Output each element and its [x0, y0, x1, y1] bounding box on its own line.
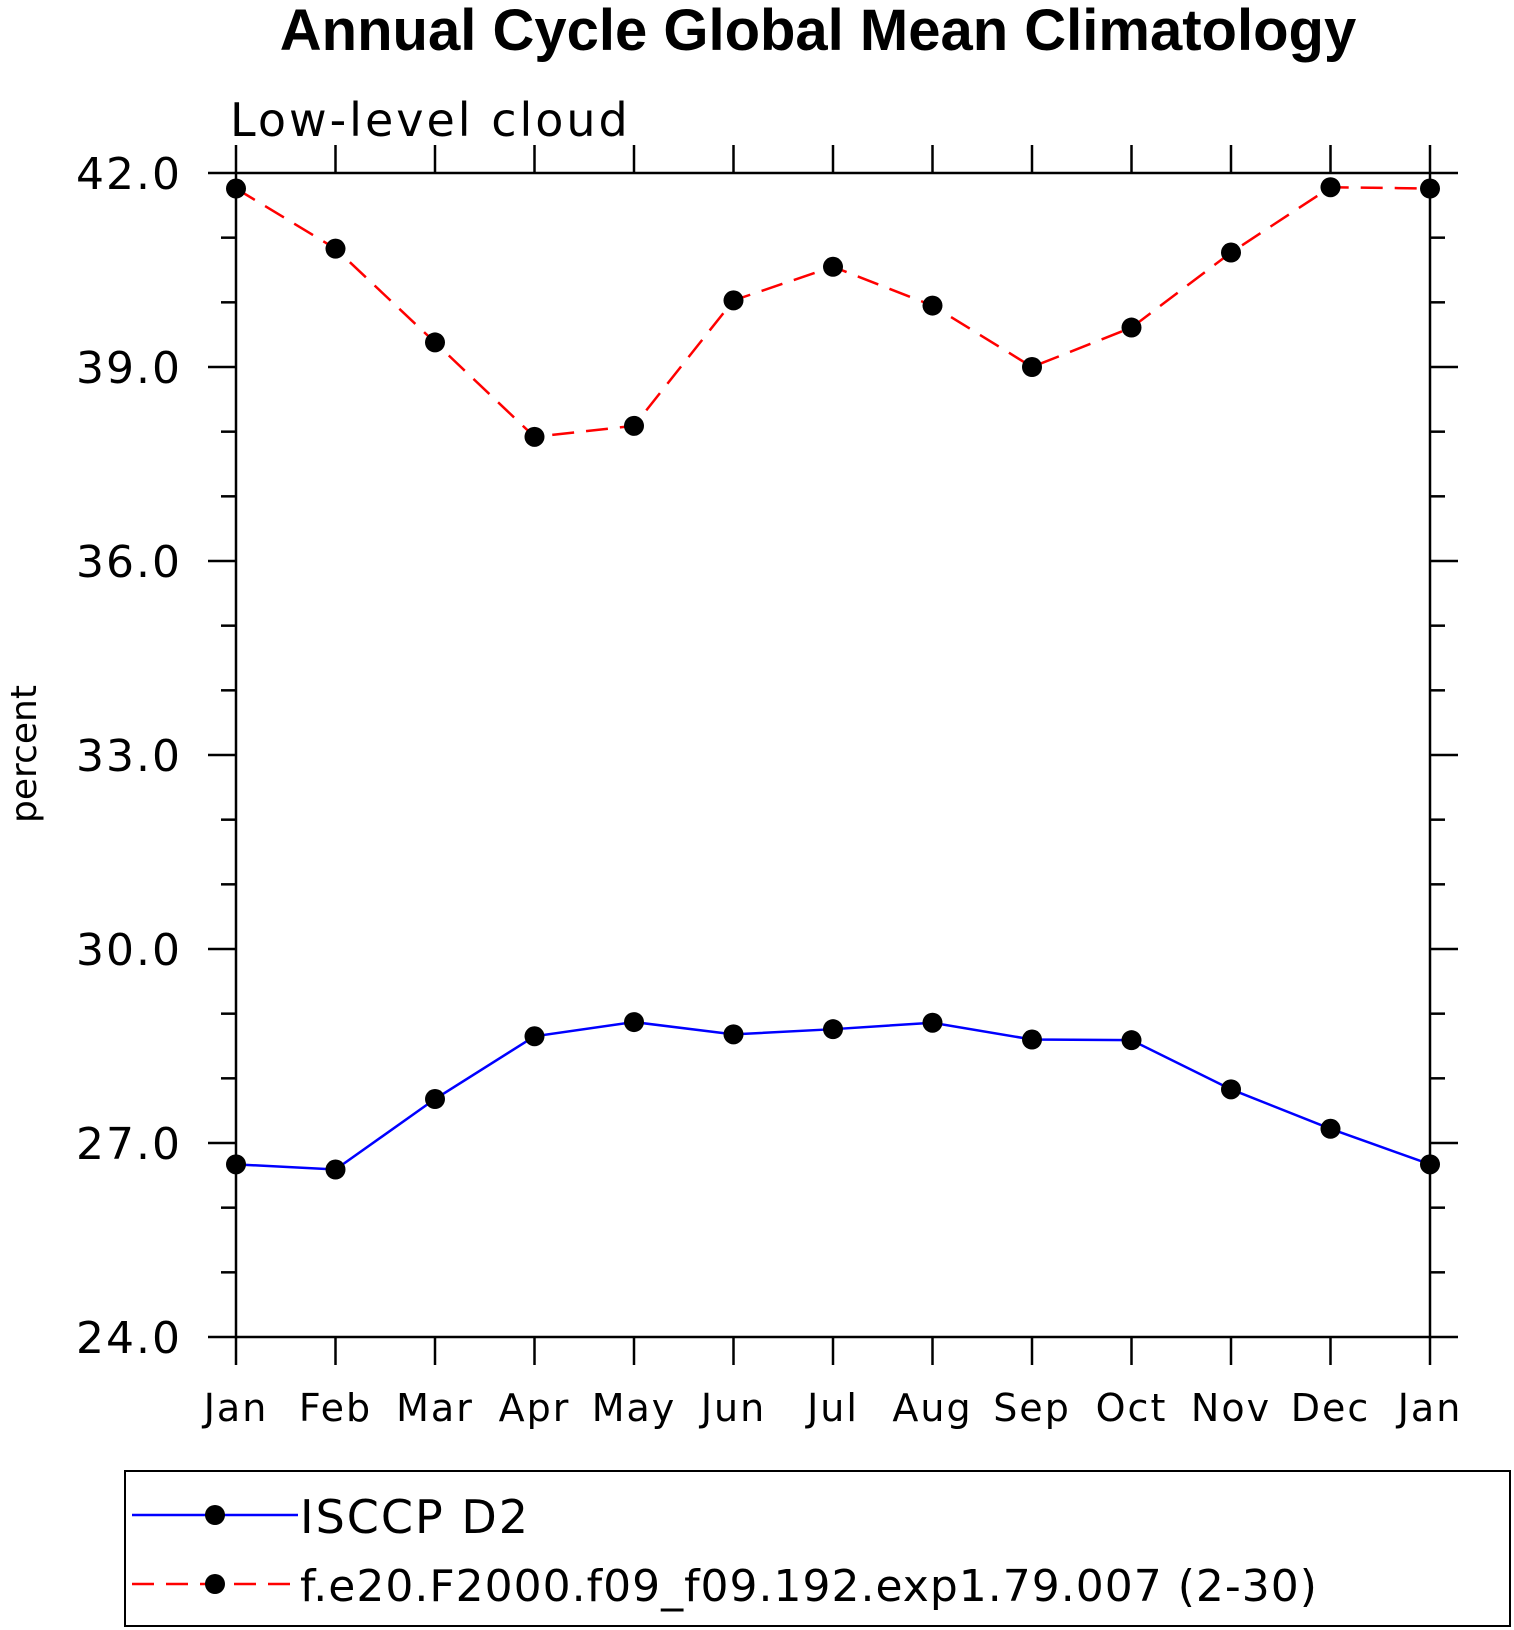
data-point — [1420, 1154, 1440, 1175]
data-point — [425, 332, 445, 353]
data-point — [823, 1019, 843, 1040]
y-tick-label: 30.0 — [76, 925, 182, 976]
x-tick-label: Nov — [1191, 1386, 1271, 1430]
series-line-0 — [235, 1020, 1431, 1171]
x-tick-label: Sep — [993, 1386, 1071, 1430]
x-tick-label: Jan — [202, 1386, 269, 1430]
x-tick-label: Oct — [1096, 1386, 1168, 1430]
data-point — [922, 295, 943, 316]
y-tick-label: 33.0 — [76, 731, 182, 782]
legend: ISCCP D2 f.e20.F2000.f09_f09.192.exp1.79… — [124, 1470, 1511, 1627]
x-axis-ticks: Jan Feb Mar Apr May Jun Jul Aug Sep Oct Nov Dec Jan — [202, 145, 1463, 1430]
chart-title: Annual Cycle Global Mean Climatology — [280, 0, 1356, 63]
data-point — [723, 290, 744, 311]
x-tick-label: Aug — [892, 1386, 972, 1430]
x-tick-label: Jun — [699, 1386, 766, 1430]
y-tick-label: 27.0 — [76, 1119, 182, 1170]
data-point — [325, 238, 346, 259]
data-point — [1022, 357, 1042, 377]
x-tick-label: Jan — [1396, 1386, 1463, 1430]
x-tick-label: Mar — [396, 1386, 474, 1430]
data-point — [524, 426, 545, 447]
chart-subtitle: Low-level cloud — [230, 93, 631, 147]
x-tick-label: Jul — [805, 1386, 859, 1430]
data-point — [425, 1089, 445, 1110]
y-axis-ticks: 24.0 27.0 30.0 33.0 36.0 39.0 42.0 — [76, 149, 1458, 1364]
data-point — [524, 1026, 545, 1047]
data-point — [624, 1012, 644, 1033]
series-line-1 — [235, 185, 1431, 439]
x-tick-label: Dec — [1291, 1386, 1371, 1430]
plot-border — [234, 171, 1432, 1339]
data-point — [624, 415, 644, 436]
plot-frame — [234, 171, 1432, 1339]
data-point — [723, 1024, 744, 1045]
data-point — [1420, 178, 1440, 199]
data-point — [1320, 177, 1341, 198]
data-point — [1320, 1118, 1341, 1139]
data-point — [823, 256, 843, 277]
data-point — [226, 1154, 246, 1175]
legend-label-model: f.e20.F2000.f09_f09.192.exp1.79.007 (2-3… — [300, 1561, 1318, 1612]
legend-marker-isccp — [205, 1505, 225, 1525]
x-tick-label: May — [592, 1386, 677, 1430]
legend-marker-model — [205, 1574, 225, 1594]
data-point — [1022, 1029, 1042, 1050]
y-tick-label: 42.0 — [76, 149, 182, 200]
x-tick-label: Feb — [299, 1386, 372, 1430]
y-tick-label: 36.0 — [76, 537, 182, 588]
legend-label-isccp: ISCCP D2 — [300, 1490, 530, 1544]
legend-box — [124, 1470, 1511, 1627]
data-point — [1121, 317, 1142, 338]
y-tick-label: 39.0 — [76, 343, 182, 394]
y-tick-label: 24.0 — [76, 1313, 182, 1364]
data-point — [325, 1159, 346, 1180]
x-tick-label: Apr — [499, 1386, 571, 1430]
data-point — [922, 1012, 943, 1033]
data-point — [226, 178, 246, 199]
y-axis-label: percent — [4, 685, 45, 823]
series-layer — [226, 177, 1440, 1180]
data-point — [1221, 242, 1241, 263]
data-point — [1121, 1030, 1142, 1051]
data-point — [1221, 1079, 1241, 1100]
